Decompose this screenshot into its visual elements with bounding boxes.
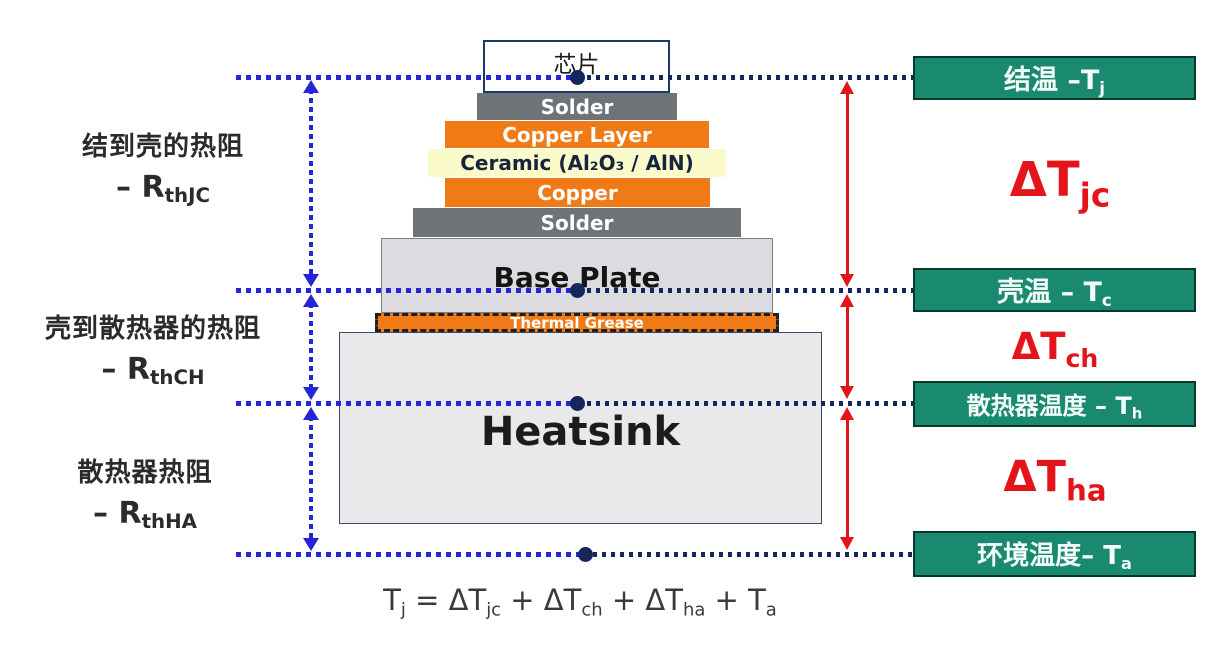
label-rthch-symbol: – RthCH (101, 352, 205, 389)
layer-solder-bottom-label: Solder (540, 210, 614, 235)
delta-tha-label: ΔTha (945, 452, 1165, 507)
tj-junction-dot-icon (570, 70, 585, 85)
tc-junction-dot-icon (570, 283, 585, 298)
layer-solder-bottom: Solder (413, 208, 741, 237)
temp-box-heatsink-label: 散热器温度 – T (966, 391, 1132, 420)
rthha-measure-arrow-icon (303, 407, 319, 551)
ta-level-line-left (236, 552, 584, 557)
temp-box-junction: 结温 –Tj (913, 56, 1196, 100)
delta-tch-text: ΔT (1011, 325, 1066, 368)
label-rthjc: 结到壳的热阻 – RthJC (22, 126, 304, 207)
layer-heatsink: Heatsink (339, 332, 822, 524)
layer-copper-layer: Copper Layer (445, 121, 709, 148)
temperature-formula: Tj = ΔTjc + ΔTch + ΔTha + Ta (383, 583, 777, 621)
th-level-line-right (578, 401, 913, 406)
layer-ceramic: Ceramic (Al₂O₃ / AlN) (428, 149, 726, 177)
delta-tjc-sub: jc (1079, 176, 1111, 215)
temp-box-junction-label: 结温 –T (1003, 65, 1100, 96)
delta-tjc-arrow-icon (840, 81, 855, 287)
label-rthjc-symbol: – RthJC (116, 170, 210, 207)
label-rthha-symbol: – RthHA (93, 496, 197, 533)
temp-box-case-label: 壳温 – T (997, 277, 1102, 308)
label-rthjc-text: 结到壳的热阻 (81, 132, 244, 162)
label-rthha: 散热器热阻 – RthHA (5, 452, 285, 533)
delta-tha-arrow-icon (840, 407, 855, 550)
th-junction-dot-icon (570, 396, 585, 411)
tc-level-line-left (236, 288, 578, 293)
layer-thermal-grease-label: Thermal Grease (510, 313, 644, 332)
layer-copper: Copper (445, 178, 710, 207)
delta-tjc-label: ΔTjc (950, 152, 1170, 214)
temp-box-ambient: 环境温度– Ta (913, 531, 1196, 577)
rthjc-measure-arrow-icon (303, 80, 319, 287)
layer-ceramic-label: Ceramic (Al₂O₃ / AlN) (460, 151, 694, 175)
layer-heatsink-label: Heatsink (480, 409, 681, 455)
layer-base-plate: Base Plate (381, 238, 773, 313)
delta-tha-text: ΔT (1003, 452, 1067, 502)
temp-box-case-sub: c (1101, 290, 1112, 311)
tj-level-line-left (236, 75, 578, 80)
temp-box-case: 壳温 – Tc (913, 268, 1196, 312)
label-rthha-text: 散热器热阻 (77, 458, 213, 488)
ta-junction-dot-icon (578, 547, 593, 562)
label-rthch: 壳到散热器的热阻 – RthCH (0, 308, 306, 389)
temp-box-ambient-sub: a (1120, 553, 1132, 573)
tj-level-line-right (578, 75, 913, 80)
delta-tch-label: ΔTch (945, 325, 1165, 373)
tc-level-line-right (578, 288, 913, 293)
temp-box-heatsink-sub: h (1131, 404, 1143, 423)
temp-box-ambient-label: 环境温度– T (977, 541, 1121, 572)
delta-tjc-text: ΔT (1009, 152, 1080, 208)
layer-chip: 芯片 (483, 40, 670, 93)
layer-solder-top-label: Solder (540, 94, 614, 119)
layer-copper-layer-label: Copper Layer (502, 122, 652, 147)
temp-box-heatsink: 散热器温度 – Th (913, 381, 1196, 427)
label-rthch-text: 壳到散热器的热阻 (44, 314, 261, 344)
layer-solder-top: Solder (477, 93, 677, 120)
ta-level-line-right (584, 552, 913, 557)
rthch-measure-arrow-icon (303, 294, 319, 400)
layer-thermal-grease: Thermal Grease (375, 313, 779, 332)
delta-tha-sub: ha (1066, 473, 1107, 508)
temp-box-junction-sub: j (1099, 78, 1106, 99)
th-level-line-left (236, 401, 578, 406)
layer-copper-label: Copper (537, 180, 618, 205)
delta-tch-arrow-icon (840, 294, 855, 399)
delta-tch-sub: ch (1065, 344, 1099, 374)
